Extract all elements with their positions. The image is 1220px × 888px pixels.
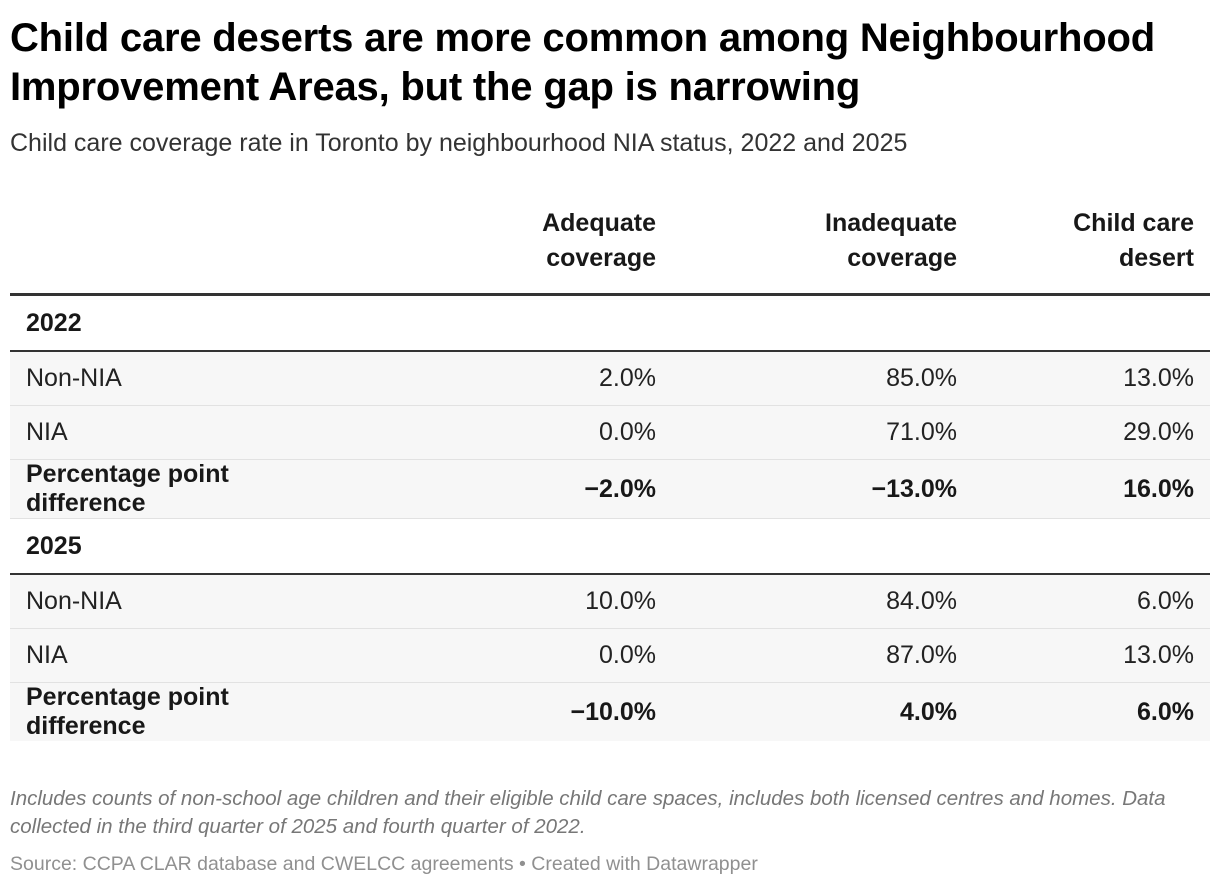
chart-notes: Includes counts of non-school age childr… <box>10 787 1166 838</box>
header-row: Adequate coverage Inadequate coverage Chil… <box>10 206 1210 296</box>
row-label: Non-NIA <box>10 351 370 406</box>
table-row: NIA 0.0% 71.0% 29.0% <box>10 405 1210 460</box>
cell-adequate: 0.0% <box>370 628 672 683</box>
group-label: 2025 <box>10 518 1210 575</box>
header-cell-inadequate[interactable]: Inadequate coverage <box>672 206 973 296</box>
difference-row: Percentage point difference −10.0% 4.0% 6.0… <box>10 682 1210 741</box>
cell-inadequate: 85.0% <box>672 351 973 406</box>
table-row: Non-NIA 10.0% 84.0% 6.0% <box>10 574 1210 629</box>
cell-adequate: −2.0% <box>370 459 672 519</box>
cell-desert: 13.0% <box>973 628 1210 683</box>
difference-row: Percentage point difference −2.0% −13.0% 16… <box>10 459 1210 519</box>
row-label: NIA <box>10 405 370 460</box>
chart-container: Child care deserts are more common among… <box>10 0 1210 741</box>
cell-desert: 13.0% <box>973 351 1210 406</box>
cell-adequate: 10.0% <box>370 574 672 629</box>
cell-inadequate: 4.0% <box>672 682 973 741</box>
cell-adequate: 0.0% <box>370 405 672 460</box>
cell-desert: 29.0% <box>973 405 1210 460</box>
table-row: NIA 0.0% 87.0% 13.0% <box>10 628 1210 683</box>
cell-inadequate: 87.0% <box>672 628 973 683</box>
cell-inadequate: −13.0% <box>672 459 973 519</box>
row-label: Non-NIA <box>10 574 370 629</box>
cell-adequate: 2.0% <box>370 351 672 406</box>
row-label: NIA <box>10 628 370 683</box>
data-table: Adequate coverage Inadequate coverage Chil… <box>10 206 1210 741</box>
group-header-row: 2022 <box>10 294 1210 352</box>
header-cell-desert[interactable]: Child care desert <box>973 206 1210 296</box>
cell-inadequate: 84.0% <box>672 574 973 629</box>
cell-desert: 6.0% <box>973 574 1210 629</box>
cell-inadequate: 71.0% <box>672 405 973 460</box>
row-label: Percentage point difference <box>10 682 370 741</box>
table-row: Non-NIA 2.0% 85.0% 13.0% <box>10 351 1210 406</box>
group-label: 2022 <box>10 294 1210 352</box>
chart-title: Child care deserts are more common among… <box>10 16 1155 109</box>
cell-desert: 16.0% <box>973 459 1210 519</box>
header-cell-label[interactable] <box>10 206 370 296</box>
chart-subtitle: Child care coverage rate in Toronto by n… <box>10 129 908 157</box>
row-label: Percentage point difference <box>10 459 370 519</box>
chart-source: Source: CCPA CLAR database and CWELCC ag… <box>10 853 758 875</box>
table-body: 2022 Non-NIA 2.0% 85.0% 13.0% NIA 0.0% 71.0% 29.… <box>10 294 1210 741</box>
cell-adequate: −10.0% <box>370 682 672 741</box>
group-header-row: 2025 <box>10 518 1210 575</box>
cell-desert: 6.0% <box>973 682 1210 741</box>
header-cell-adequate[interactable]: Adequate coverage <box>370 206 672 296</box>
